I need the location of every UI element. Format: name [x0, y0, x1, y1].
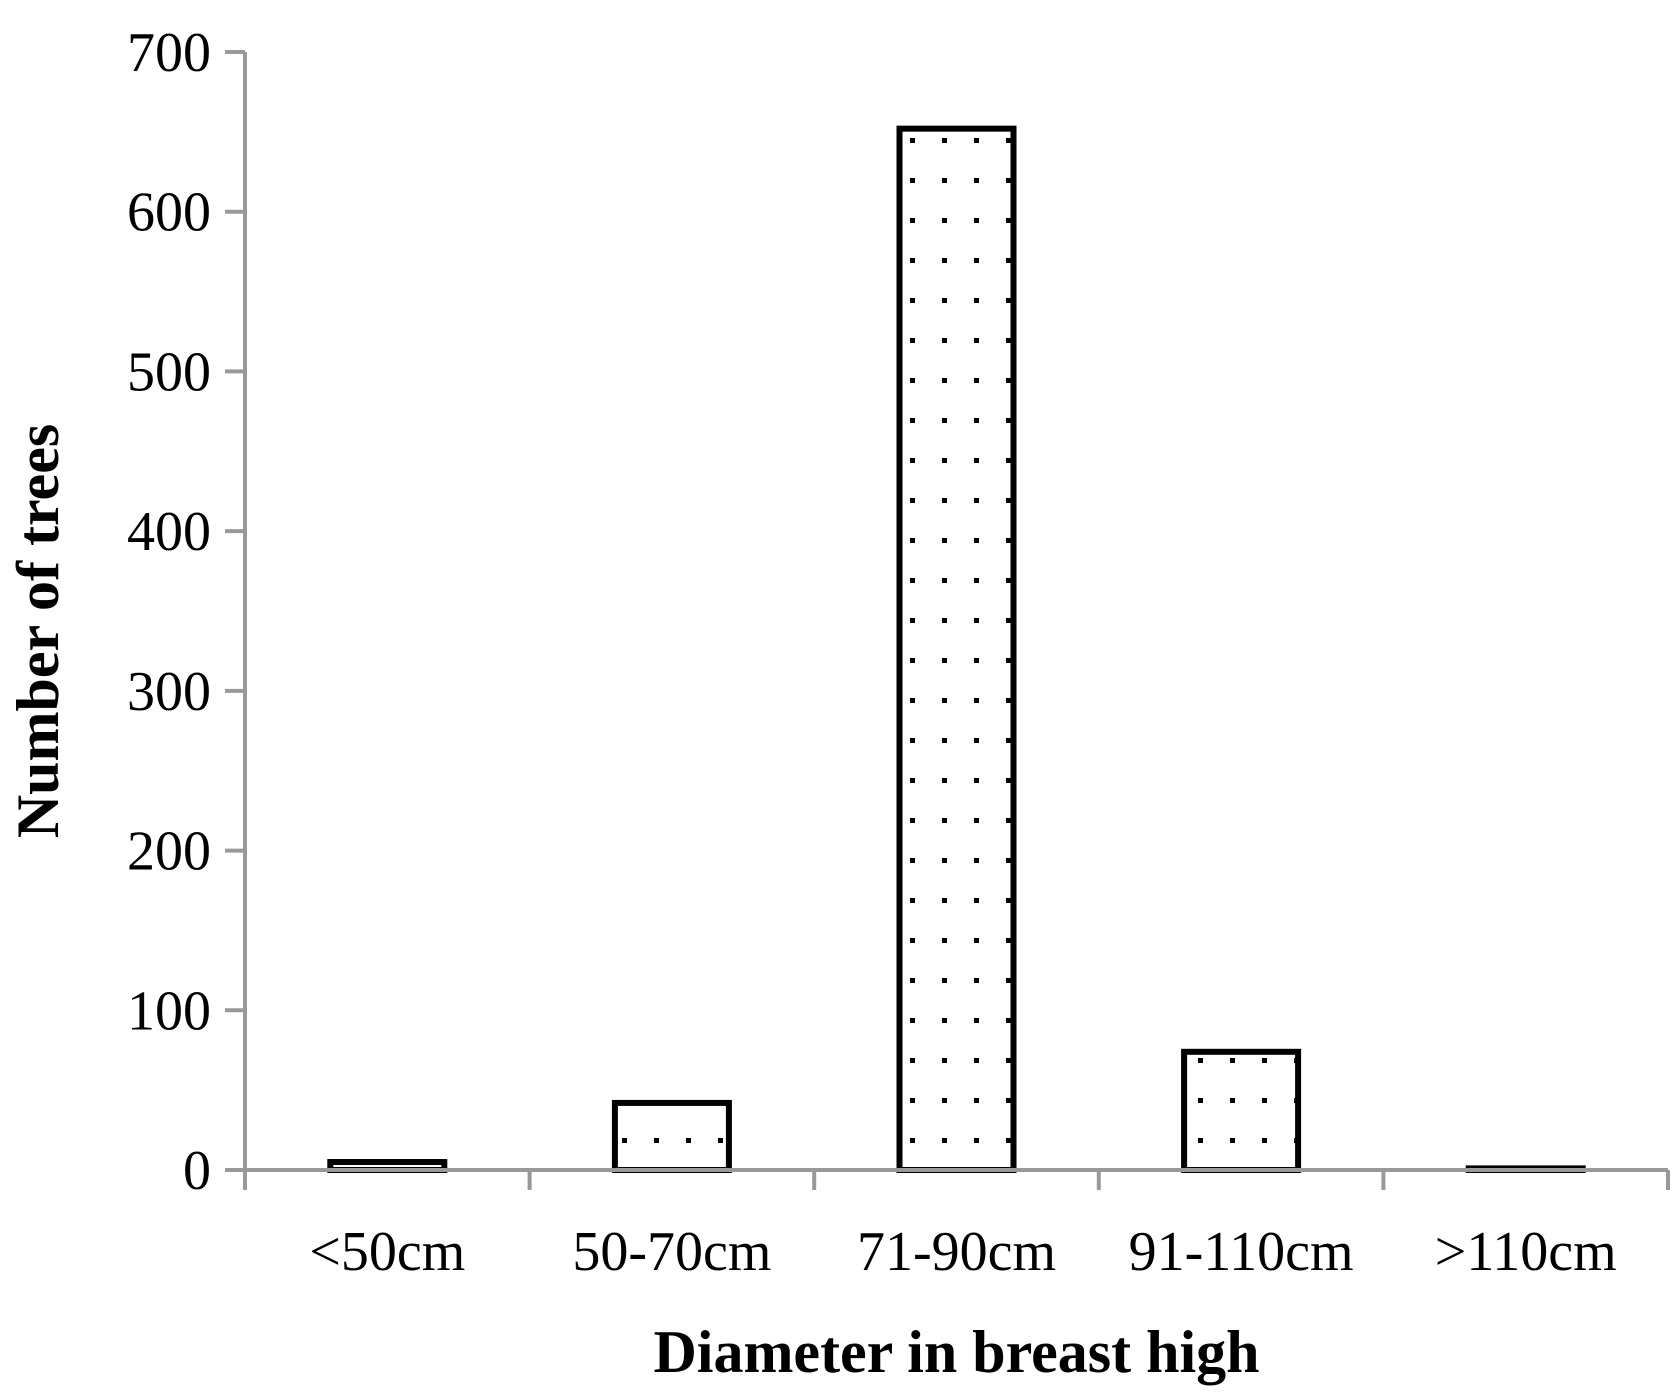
y-tick-label: 700 [127, 22, 211, 84]
y-tick-label: 200 [127, 821, 211, 883]
y-axis-ticks [225, 50, 245, 1172]
bars [327, 125, 1586, 1174]
x-axis-tick-labels: <50cm 50-70cm 71-90cm 91-110cm >110cm [309, 1221, 1616, 1283]
bar [896, 125, 1017, 1174]
y-axis-title: Number of trees [5, 424, 71, 838]
y-tick-label: 400 [127, 501, 211, 563]
x-tick-label: 91-110cm [1129, 1221, 1354, 1283]
y-tick-label: 500 [127, 341, 211, 403]
bar [1181, 1048, 1302, 1173]
x-tick-label: 50-70cm [572, 1221, 771, 1283]
y-axis-tick-labels: 0 100 200 300 400 500 600 700 [127, 22, 211, 1202]
x-axis-title: Diameter in breast high [653, 1319, 1259, 1385]
bar [611, 1099, 732, 1174]
y-tick-label: 0 [183, 1140, 211, 1202]
x-axis-ticks [243, 1170, 1670, 1190]
y-tick-label: 100 [127, 980, 211, 1042]
x-tick-label: <50cm [309, 1221, 465, 1283]
y-tick-label: 300 [127, 661, 211, 723]
y-tick-label: 600 [127, 182, 211, 244]
x-tick-label: 71-90cm [857, 1221, 1056, 1283]
x-tick-label: >110cm [1435, 1221, 1617, 1283]
